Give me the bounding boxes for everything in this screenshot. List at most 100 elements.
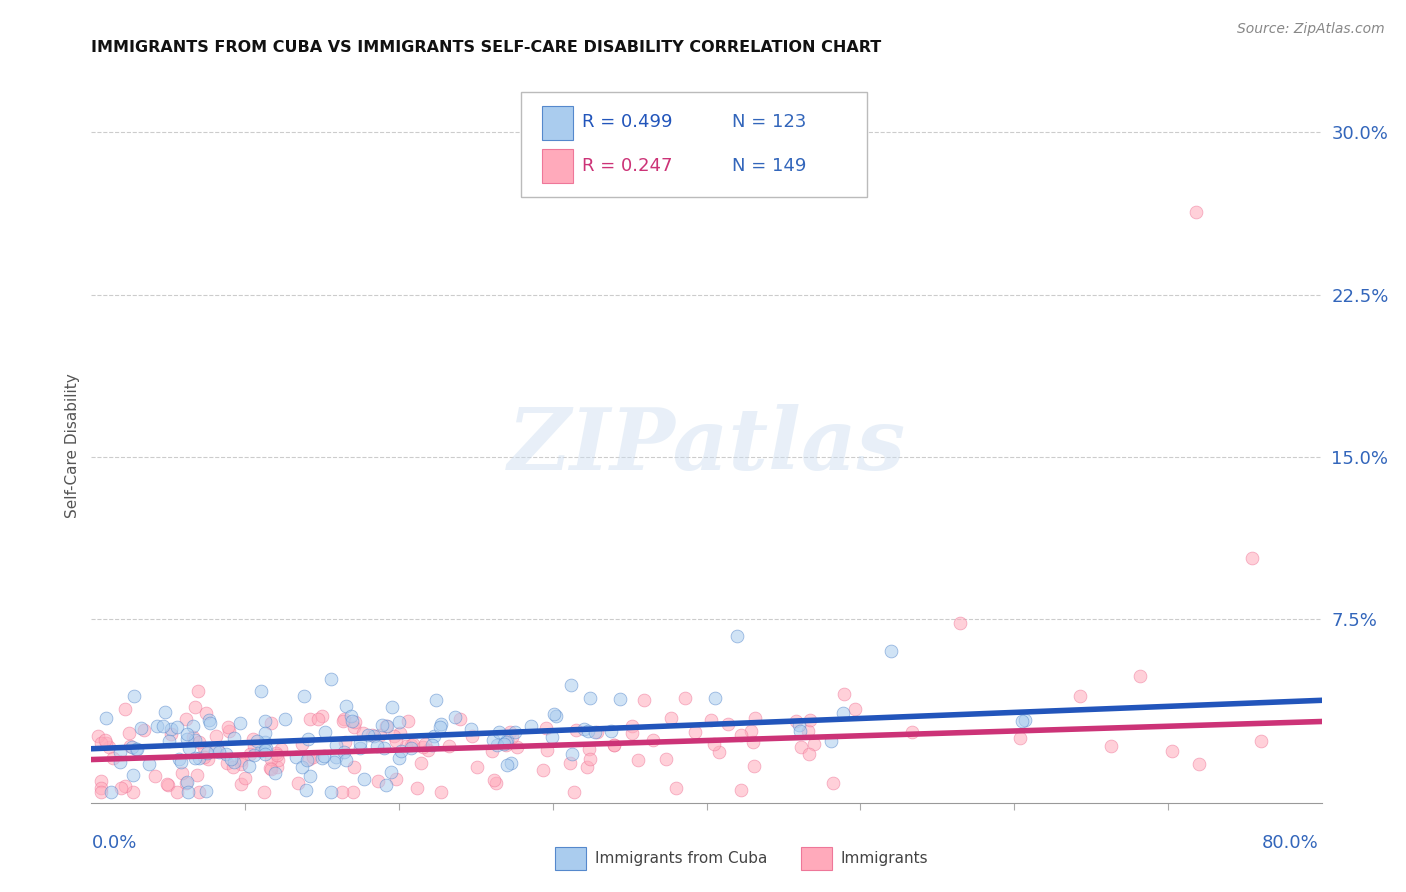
Point xyxy=(659,711,682,725)
Point xyxy=(121,768,143,782)
Point xyxy=(184,700,207,714)
Point xyxy=(187,751,209,765)
Point xyxy=(578,690,600,705)
Point xyxy=(460,723,482,737)
Point xyxy=(197,752,219,766)
Point xyxy=(166,785,188,799)
Point xyxy=(215,747,238,761)
Point xyxy=(900,725,922,739)
Point xyxy=(366,739,388,754)
Point xyxy=(176,732,198,747)
Point xyxy=(311,750,333,764)
Point xyxy=(600,724,623,739)
Point xyxy=(375,718,398,732)
Point xyxy=(495,738,517,752)
Point xyxy=(583,725,606,739)
Point xyxy=(399,739,422,753)
Point xyxy=(285,749,308,764)
Point xyxy=(361,728,384,742)
Point xyxy=(242,732,264,747)
Point xyxy=(349,736,371,750)
Point xyxy=(125,742,148,756)
Point xyxy=(949,616,972,631)
Point xyxy=(110,780,132,795)
Point xyxy=(832,706,855,720)
Point xyxy=(188,735,211,749)
Point xyxy=(370,718,392,732)
Point xyxy=(266,760,288,774)
Point xyxy=(373,740,395,755)
Point xyxy=(204,744,226,758)
Point xyxy=(803,738,825,752)
Point xyxy=(402,737,425,751)
Point xyxy=(110,745,132,759)
Point xyxy=(1187,756,1209,771)
Point xyxy=(740,724,762,739)
Point xyxy=(342,785,364,799)
Point xyxy=(1184,205,1206,219)
Point xyxy=(186,768,208,782)
Point xyxy=(183,750,205,764)
Point xyxy=(121,739,143,754)
Point xyxy=(495,732,517,747)
Point xyxy=(156,777,179,791)
Point xyxy=(820,734,842,748)
Point xyxy=(643,733,665,747)
Point xyxy=(254,714,277,728)
Point xyxy=(1160,744,1182,758)
Point xyxy=(367,774,389,789)
Point xyxy=(238,759,260,773)
Point xyxy=(298,769,321,783)
Point xyxy=(565,723,588,737)
Point xyxy=(343,715,366,730)
Point xyxy=(790,740,813,755)
Point xyxy=(492,737,515,751)
Point xyxy=(399,741,422,756)
Point xyxy=(534,722,557,736)
Point xyxy=(562,785,585,799)
Point xyxy=(561,747,583,762)
Point xyxy=(406,781,429,796)
Point xyxy=(319,785,342,799)
Y-axis label: Self-Care Disability: Self-Care Disability xyxy=(65,374,80,518)
Point xyxy=(122,689,145,703)
Point xyxy=(335,753,357,767)
Point xyxy=(375,778,398,792)
Point xyxy=(425,693,447,707)
Point xyxy=(603,739,626,753)
Point xyxy=(205,729,228,743)
Point xyxy=(1014,713,1036,727)
Point xyxy=(297,732,319,747)
Text: N = 149: N = 149 xyxy=(733,157,807,175)
Text: R = 0.499: R = 0.499 xyxy=(582,113,672,131)
Point xyxy=(536,743,558,757)
Point xyxy=(665,780,688,795)
Point xyxy=(264,746,287,760)
Point xyxy=(176,775,198,789)
Point xyxy=(114,702,136,716)
Point xyxy=(243,747,266,762)
Point xyxy=(143,769,166,783)
Point xyxy=(314,725,336,739)
Point xyxy=(699,713,721,727)
Point xyxy=(541,730,564,744)
Point xyxy=(96,736,118,750)
Point xyxy=(187,684,209,698)
Point xyxy=(254,735,277,749)
Point xyxy=(1099,739,1122,753)
Point xyxy=(243,739,266,753)
Point xyxy=(1241,551,1264,566)
Point xyxy=(430,717,453,731)
Point xyxy=(730,728,752,742)
Point xyxy=(208,745,231,759)
Point xyxy=(744,758,766,772)
Point xyxy=(481,744,503,758)
Point xyxy=(575,760,598,774)
Point xyxy=(558,756,581,771)
Point xyxy=(138,757,160,772)
Point xyxy=(520,718,543,732)
Point xyxy=(170,755,193,769)
Point xyxy=(572,723,595,737)
Point xyxy=(181,730,204,744)
Point xyxy=(799,747,821,761)
